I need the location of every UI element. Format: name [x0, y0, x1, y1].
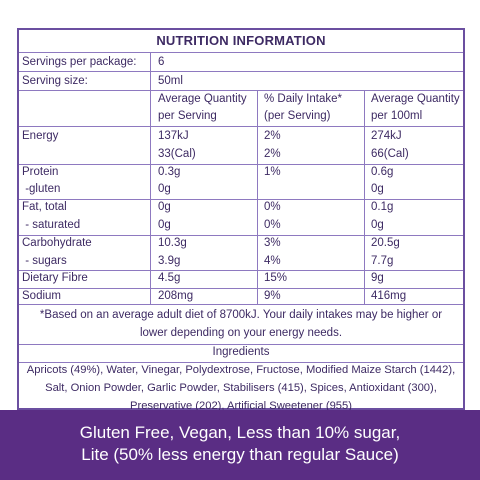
- nutrient-per-serving: 0g: [158, 219, 171, 231]
- divider: [19, 344, 463, 345]
- divider: [19, 288, 463, 290]
- ingredients-text: Apricots (49%), Water, Vinegar, Polydext…: [26, 364, 456, 412]
- header-daily-intake: % Daily Intake*: [264, 93, 342, 105]
- nutrient-daily-intake: 0%: [264, 201, 281, 214]
- nutrient-daily-intake: 9%: [264, 290, 281, 303]
- nutrient-per-100ml: 66(Cal): [371, 147, 409, 160]
- nutrient-per-serving: 208mg: [158, 290, 194, 303]
- divider: [19, 234, 463, 236]
- divider: [19, 362, 463, 363]
- banner-line-2: Lite (50% less energy than regular Sauce…: [81, 445, 399, 464]
- nutrient-name: Carbohydrate: [22, 236, 92, 249]
- nutrient-per-serving: 0g: [158, 183, 171, 196]
- divider: [19, 199, 463, 201]
- header-per100-sub: per 100ml: [371, 110, 423, 122]
- nutrient-per-serving: 137kJ: [158, 130, 189, 142]
- servings-label: Servings per package:: [22, 56, 137, 68]
- divider: [19, 90, 463, 91]
- nutrient-per-100ml: 20.5g: [371, 236, 400, 249]
- nutrient-name: Sodium: [22, 290, 61, 303]
- col-divider: [150, 52, 151, 304]
- nutrient-daily-intake: 3%: [264, 236, 281, 249]
- divider: [19, 163, 463, 165]
- nutrient-daily-intake: 2%: [264, 147, 281, 160]
- nutrient-daily-intake: 1%: [264, 165, 281, 178]
- col-divider: [364, 90, 365, 304]
- nutrient-per-100ml: 9g: [371, 272, 384, 285]
- nutrient-per-serving: 10.3g: [158, 236, 187, 249]
- banner-line-1: Gluten Free, Vegan, Less than 10% sugar,: [79, 423, 401, 442]
- divider: [19, 71, 463, 72]
- nutrient-per-100ml: 274kJ: [371, 130, 402, 142]
- divider: [19, 304, 463, 305]
- nutrient-per-serving: 33(Cal): [158, 147, 196, 160]
- serving-size-label: Serving size:: [22, 75, 88, 87]
- nutrient-per-serving: 0g: [158, 201, 171, 214]
- nutrient-per-serving: 0.3g: [158, 165, 181, 178]
- col-divider: [257, 90, 258, 304]
- panel-title: NUTRITION INFORMATION: [156, 33, 326, 48]
- nutrient-name: - saturated: [22, 219, 81, 231]
- nutrient-per-100ml: 416mg: [371, 290, 407, 303]
- nutrient-per-serving: 3.9g: [158, 254, 181, 267]
- nutrient-name: Fat, total: [22, 201, 67, 214]
- nutrition-panel: NUTRITION INFORMATION Servings per packa…: [17, 28, 465, 412]
- nutrient-daily-intake: 4%: [264, 254, 281, 267]
- servings-value: 6: [158, 56, 165, 68]
- divider: [19, 52, 463, 53]
- nutrient-name: - sugars: [22, 254, 67, 267]
- nutrient-daily-intake: 2%: [264, 130, 281, 142]
- nutrient-daily-intake: 0%: [264, 219, 281, 231]
- nutrient-name: -gluten: [22, 183, 61, 196]
- nutrient-per-100ml: 0.6g: [371, 165, 394, 178]
- table-columns: [19, 52, 463, 304]
- header-per100: Average Quantity: [371, 93, 460, 105]
- nutrient-per-100ml: 0.1g: [371, 201, 394, 214]
- header-daily-intake-sub: (per Serving): [264, 110, 331, 122]
- nutrient-name: Dietary Fibre: [22, 272, 88, 285]
- nutrient-per-serving: 4.5g: [158, 272, 181, 285]
- nutrient-name: Protein: [22, 165, 59, 178]
- nutrient-per-100ml: 0g: [371, 183, 384, 196]
- nutrient-daily-intake: 15%: [264, 272, 288, 285]
- divider: [19, 126, 463, 127]
- header-serving-sub: per Serving: [158, 110, 217, 122]
- header-serving: Average Quantity: [158, 93, 247, 105]
- nutrient-per-100ml: 0g: [371, 219, 384, 231]
- ingredients-heading: Ingredients: [212, 346, 270, 358]
- serving-size-value: 50ml: [158, 75, 183, 87]
- divider: [19, 270, 463, 272]
- nutrient-name: Energy: [22, 130, 59, 142]
- nutrient-per-100ml: 7.7g: [371, 254, 394, 267]
- footnote: *Based on an average adult diet of 8700k…: [39, 309, 443, 339]
- claims-banner: Gluten Free, Vegan, Less than 10% sugar,…: [0, 410, 480, 480]
